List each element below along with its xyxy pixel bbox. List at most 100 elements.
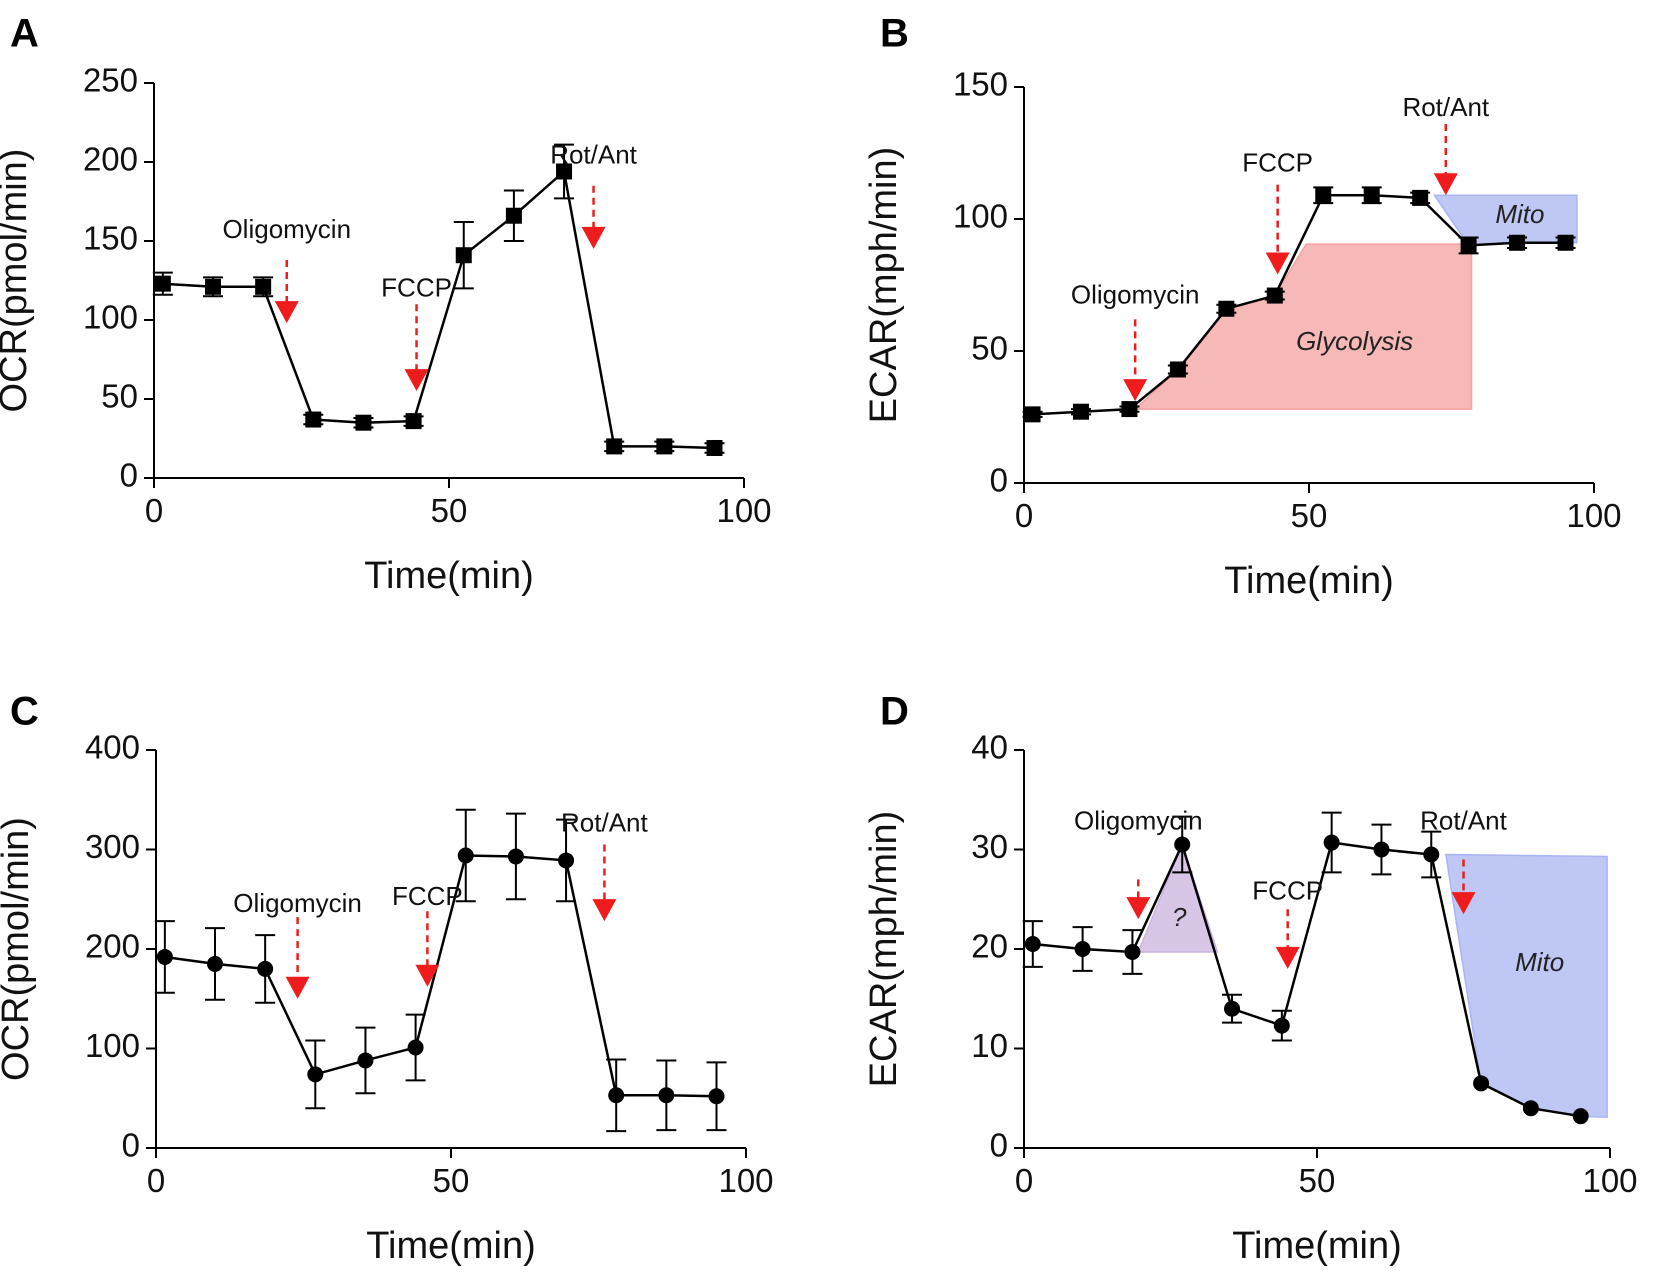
y-axis-title: ECAR(mph/min) [863, 147, 905, 424]
annotation-label: FCCP [392, 881, 463, 911]
x-axis-title: Time(min) [366, 1225, 536, 1267]
y-tick-label: 0 [120, 457, 138, 494]
y-tick-label: 200 [85, 928, 140, 965]
data-point [1460, 237, 1477, 254]
data-point [255, 278, 272, 295]
panel-c: C 0 100 200 300 400 0 50 100 Time(min) OCR(pmol/mi… [0, 690, 774, 1267]
data-point [1412, 189, 1429, 206]
data-point [457, 847, 474, 864]
data-point [1124, 943, 1141, 960]
data-point [706, 439, 723, 456]
y-axis-title: OCR(pmol/min) [0, 817, 37, 1081]
annotation-label: FCCP [1252, 875, 1323, 905]
annotation-arrow-head [581, 226, 606, 249]
data-point [608, 1087, 625, 1104]
data-point [708, 1088, 725, 1105]
annotation-label: Oligomycin [1074, 806, 1203, 836]
shade-region- [1137, 842, 1219, 953]
data-point [1074, 941, 1091, 957]
x-tick-label: 100 [1582, 1162, 1637, 1199]
data-point [1024, 936, 1041, 953]
annotation-arrow-head [1126, 897, 1151, 920]
x-tick-label: 0 [1015, 497, 1033, 534]
annotation-label: Rot/Ant [1402, 92, 1489, 122]
x-tick-label: 0 [1015, 1162, 1033, 1199]
shade-label: ? [1172, 902, 1187, 932]
data-point [606, 438, 623, 455]
data-point [1522, 1100, 1539, 1117]
y-tick-label: 0 [122, 1127, 140, 1164]
data-point [1315, 187, 1332, 204]
y-tick-label: 150 [953, 66, 1008, 103]
data-point [1273, 1017, 1290, 1034]
panel-a: A 0 50 100 150 200 250 0 50 100 Time(min) OCR(pmol/… [0, 12, 772, 597]
data-point [1024, 406, 1041, 423]
annotation-label: FCCP [381, 272, 452, 302]
y-tick-label: 150 [83, 220, 138, 257]
y-tick-label: 50 [971, 330, 1008, 367]
y-tick-label: 0 [990, 462, 1008, 499]
data-point [1174, 836, 1191, 853]
data-point [405, 413, 422, 430]
x-tick-label: 0 [145, 492, 163, 529]
series-line [164, 854, 717, 1098]
x-axis-title: Time(min) [1224, 560, 1394, 602]
y-tick-label: 0 [990, 1127, 1008, 1164]
y-tick-label: 30 [971, 828, 1008, 865]
annotation-label: Rot/Ant [561, 808, 648, 838]
annotation-arrow-head [592, 899, 617, 922]
y-axis-title: ECAR(mph/min) [863, 811, 905, 1088]
data-point [656, 438, 673, 455]
annotation-label: Rot/Ant [1420, 806, 1507, 836]
y-tick-label: 100 [85, 1027, 140, 1064]
data-point [305, 411, 322, 428]
x-tick-label: 100 [716, 492, 771, 529]
annotation-arrow-head [1451, 892, 1476, 915]
annotation-arrow-head [1275, 946, 1300, 969]
data-point [455, 247, 472, 264]
shade-label: Glycolysis [1296, 326, 1413, 356]
data-point [407, 1039, 424, 1056]
x-tick-label: 50 [1291, 497, 1328, 534]
panel-letter: A [10, 12, 39, 56]
data-point [1169, 361, 1186, 378]
y-tick-label: 100 [83, 299, 138, 336]
series-line [162, 169, 715, 450]
x-tick-label: 100 [1566, 497, 1621, 534]
y-tick-label: 200 [83, 141, 138, 178]
data-point [1557, 234, 1574, 251]
panel-letter: C [10, 690, 39, 734]
panel-letter: B [880, 12, 909, 56]
data-point [507, 848, 524, 865]
data-point [307, 1066, 324, 1083]
data-point [1121, 401, 1138, 418]
annotation-arrow-head [274, 301, 299, 324]
data-point [1073, 403, 1089, 420]
x-tick-label: 50 [1299, 1162, 1336, 1199]
annotation-label: Oligomycin [1071, 279, 1200, 309]
panel-b: B Glycolysis Mito 0 50 100 150 0 50 100 Time(min) E… [863, 12, 1622, 602]
x-tick-label: 0 [147, 1162, 165, 1199]
data-point [1266, 287, 1283, 304]
data-point [1373, 841, 1390, 858]
series-line [1032, 193, 1566, 416]
data-point [355, 414, 372, 431]
annotation-arrow-head [1433, 173, 1458, 196]
data-point [1363, 187, 1380, 204]
data-point [505, 207, 522, 224]
annotation-arrow-head [404, 369, 429, 392]
series-line [1032, 840, 1581, 1118]
annotation-label: Oligomycin [233, 888, 362, 918]
annotation-arrow-head [1123, 379, 1148, 402]
data-point [207, 955, 223, 972]
data-point [205, 278, 221, 295]
y-axis-title: OCR(pmol/min) [0, 149, 35, 413]
x-axis-title: Time(min) [1232, 1225, 1402, 1267]
y-tick-label: 50 [101, 378, 138, 415]
data-point [1323, 834, 1340, 851]
annotation-label: Oligomycin [222, 214, 351, 244]
annotation-arrow-head [415, 964, 440, 987]
x-tick-label: 100 [718, 1162, 773, 1199]
data-point [1423, 846, 1440, 863]
